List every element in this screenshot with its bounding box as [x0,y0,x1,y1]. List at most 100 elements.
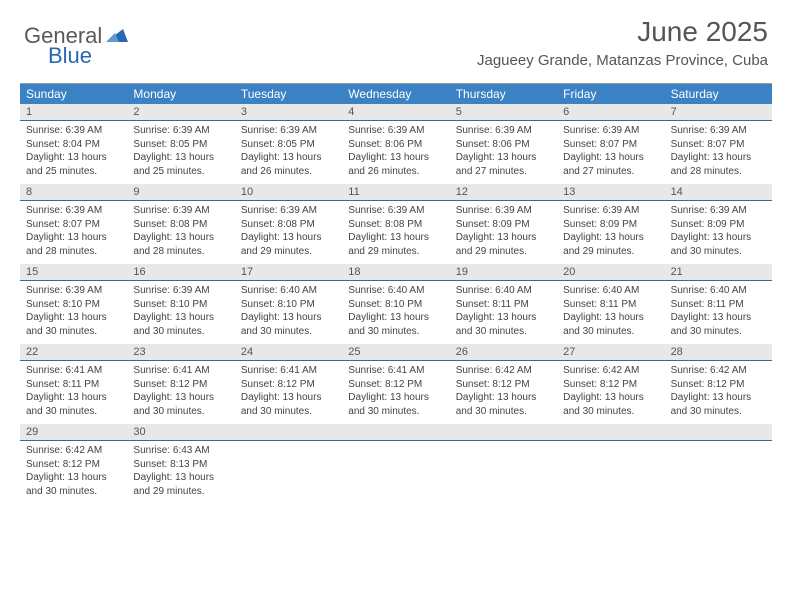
daylight-text-2: and 27 minutes. [563,165,658,179]
daylight-text-2: and 30 minutes. [133,405,228,419]
date-number: 27 [557,344,664,360]
logo: GeneralBlue [24,23,128,69]
daylight-text-1: Daylight: 13 hours [456,231,551,245]
sunrise-text: Sunrise: 6:41 AM [348,364,443,378]
daylight-text-1: Daylight: 13 hours [133,311,228,325]
day-cell: Sunrise: 6:39 AMSunset: 8:08 PMDaylight:… [127,201,234,264]
daylight-text-2: and 30 minutes. [348,405,443,419]
day-cell: Sunrise: 6:42 AMSunset: 8:12 PMDaylight:… [450,361,557,424]
day-cell [557,441,664,504]
date-number: 17 [235,264,342,280]
daylight-text-1: Daylight: 13 hours [671,311,766,325]
day-cell: Sunrise: 6:39 AMSunset: 8:06 PMDaylight:… [450,121,557,184]
date-number: 15 [20,264,127,280]
daylight-text-1: Daylight: 13 hours [671,151,766,165]
sunrise-text: Sunrise: 6:39 AM [671,204,766,218]
date-number: 24 [235,344,342,360]
day-cell: Sunrise: 6:41 AMSunset: 8:12 PMDaylight:… [235,361,342,424]
sunset-text: Sunset: 8:11 PM [671,298,766,312]
sunrise-text: Sunrise: 6:39 AM [241,124,336,138]
day-content-row: Sunrise: 6:39 AMSunset: 8:10 PMDaylight:… [20,281,772,344]
sunset-text: Sunset: 8:08 PM [348,218,443,232]
daylight-text-2: and 30 minutes. [241,405,336,419]
sunset-text: Sunset: 8:06 PM [348,138,443,152]
sunrise-text: Sunrise: 6:39 AM [241,204,336,218]
date-number: 16 [127,264,234,280]
date-number-row: 22232425262728 [20,344,772,361]
sunset-text: Sunset: 8:13 PM [133,458,228,472]
sunset-text: Sunset: 8:12 PM [26,458,121,472]
sunset-text: Sunset: 8:06 PM [456,138,551,152]
day-cell [235,441,342,504]
sunrise-text: Sunrise: 6:41 AM [133,364,228,378]
sunset-text: Sunset: 8:09 PM [456,218,551,232]
date-number: 7 [665,104,772,120]
day-cell: Sunrise: 6:39 AMSunset: 8:06 PMDaylight:… [342,121,449,184]
sunrise-text: Sunrise: 6:41 AM [241,364,336,378]
daylight-text-2: and 28 minutes. [133,245,228,259]
daylight-text-1: Daylight: 13 hours [133,231,228,245]
day-cell: Sunrise: 6:39 AMSunset: 8:09 PMDaylight:… [665,201,772,264]
daylight-text-1: Daylight: 13 hours [241,231,336,245]
title-block: June 2025 Jagueey Grande, Matanzas Provi… [477,16,768,69]
sunrise-text: Sunrise: 6:40 AM [348,284,443,298]
date-number-row: 1234567 [20,104,772,121]
day-cell: Sunrise: 6:41 AMSunset: 8:12 PMDaylight:… [127,361,234,424]
day-cell: Sunrise: 6:40 AMSunset: 8:10 PMDaylight:… [342,281,449,344]
daylight-text-1: Daylight: 13 hours [563,391,658,405]
day-cell: Sunrise: 6:41 AMSunset: 8:11 PMDaylight:… [20,361,127,424]
date-number: 20 [557,264,664,280]
daylight-text-2: and 25 minutes. [133,165,228,179]
daylight-text-2: and 28 minutes. [671,165,766,179]
daylight-text-2: and 25 minutes. [26,165,121,179]
daylight-text-1: Daylight: 13 hours [563,231,658,245]
sunrise-text: Sunrise: 6:40 AM [241,284,336,298]
sunrise-text: Sunrise: 6:42 AM [563,364,658,378]
daylight-text-2: and 30 minutes. [671,405,766,419]
date-number: 1 [20,104,127,120]
sunset-text: Sunset: 8:11 PM [456,298,551,312]
daylight-text-2: and 30 minutes. [26,485,121,499]
sunset-text: Sunset: 8:10 PM [26,298,121,312]
day-cell: Sunrise: 6:40 AMSunset: 8:11 PMDaylight:… [450,281,557,344]
day-cell [450,441,557,504]
daylight-text-1: Daylight: 13 hours [241,311,336,325]
sunset-text: Sunset: 8:12 PM [563,378,658,392]
day-header-saturday: Saturday [665,84,772,104]
date-number-row: 15161718192021 [20,264,772,281]
sunrise-text: Sunrise: 6:39 AM [133,284,228,298]
date-number [557,424,664,440]
daylight-text-2: and 29 minutes. [563,245,658,259]
sunset-text: Sunset: 8:08 PM [241,218,336,232]
daylight-text-1: Daylight: 13 hours [133,471,228,485]
daylight-text-1: Daylight: 13 hours [456,311,551,325]
sunset-text: Sunset: 8:12 PM [133,378,228,392]
date-number [342,424,449,440]
date-number [235,424,342,440]
day-header-tuesday: Tuesday [235,84,342,104]
sunset-text: Sunset: 8:07 PM [563,138,658,152]
sunrise-text: Sunrise: 6:39 AM [133,124,228,138]
day-cell: Sunrise: 6:42 AMSunset: 8:12 PMDaylight:… [20,441,127,504]
sunset-text: Sunset: 8:12 PM [456,378,551,392]
daylight-text-1: Daylight: 13 hours [133,391,228,405]
sunrise-text: Sunrise: 6:40 AM [671,284,766,298]
daylight-text-1: Daylight: 13 hours [26,311,121,325]
day-cell: Sunrise: 6:42 AMSunset: 8:12 PMDaylight:… [557,361,664,424]
day-content-row: Sunrise: 6:39 AM Sunset: 8:07 PM Daylight:… [20,201,772,264]
daylight-text-1: Daylight: 13 hours [563,151,658,165]
daylight-text-2: and 30 minutes. [671,245,766,259]
sunrise-text: Sunrise: 6:40 AM [456,284,551,298]
date-number: 29 [20,424,127,440]
date-number: 6 [557,104,664,120]
day-cell: Sunrise: 6:39 AMSunset: 8:10 PMDaylight:… [20,281,127,344]
day-header-wednesday: Wednesday [342,84,449,104]
day-content-row: Sunrise: 6:41 AMSunset: 8:11 PMDaylight:… [20,361,772,424]
sunset-text: Sunset: 8:07 PM [26,218,121,232]
day-header-sunday: Sunday [20,84,127,104]
date-number [450,424,557,440]
date-number [665,424,772,440]
daylight-text-2: and 30 minutes. [133,325,228,339]
day-cell: Sunrise: 6:39 AMSunset: 8:08 PMDaylight:… [235,201,342,264]
day-cell: Sunrise: 6:40 AMSunset: 8:10 PMDaylight:… [235,281,342,344]
